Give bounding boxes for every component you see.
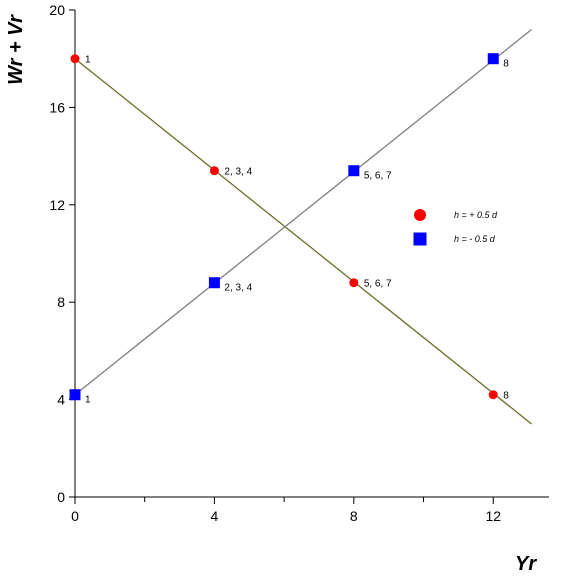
series-1-point-label: 8 bbox=[503, 391, 509, 402]
y-tick-label: 16 bbox=[49, 99, 65, 115]
series-2-point bbox=[208, 277, 220, 289]
x-tick-label: 4 bbox=[211, 508, 219, 524]
legend-label: h = + 0.5 d bbox=[454, 210, 498, 220]
legend: h = + 0.5 d h = - 0.5 d bbox=[413, 209, 498, 246]
series-2-point-label: 1 bbox=[85, 395, 91, 406]
y-axis-title: Wr + Vr bbox=[5, 14, 27, 85]
y-tick-label: 12 bbox=[49, 197, 65, 213]
series-2-point-label: 2, 3, 4 bbox=[224, 283, 252, 294]
series-2-point-label: 8 bbox=[503, 59, 509, 70]
x-tick-label: 12 bbox=[485, 508, 501, 524]
series-2-point bbox=[348, 165, 360, 177]
series-1-point-label: 2, 3, 4 bbox=[224, 167, 252, 178]
series-2-point-label: 5, 6, 7 bbox=[364, 171, 392, 182]
series-1-point bbox=[209, 166, 219, 176]
series-2-fit-line bbox=[74, 28, 532, 396]
series-2-point bbox=[69, 389, 81, 401]
fit-lines bbox=[74, 28, 532, 425]
y-tick-label: 0 bbox=[57, 489, 65, 505]
legend-marker-circle bbox=[414, 209, 426, 221]
x-axis-title: Yr bbox=[515, 553, 537, 575]
series-1-fit-line bbox=[74, 58, 532, 425]
series-1-point bbox=[488, 390, 498, 400]
legend-marker-square bbox=[413, 232, 427, 246]
series-1-point-label: 1 bbox=[85, 55, 91, 66]
y-tick-label: 8 bbox=[57, 294, 65, 310]
series-1-point-label: 5, 6, 7 bbox=[364, 279, 392, 290]
y-tick-label: 4 bbox=[57, 392, 65, 408]
series-1-point bbox=[349, 278, 359, 288]
series-2-point bbox=[487, 53, 499, 65]
axes: 0 4 8 12 16 20 0 4 8 12 bbox=[49, 2, 549, 524]
x-tick-label: 8 bbox=[350, 508, 358, 524]
point-labels: 1 2, 3, 4 5, 6, 7 8 1 2, 3, 4 5, 6, 7 8 bbox=[85, 55, 509, 406]
y-tick-label: 20 bbox=[49, 2, 65, 18]
series-1-point bbox=[70, 54, 80, 64]
data-points bbox=[69, 53, 499, 401]
x-tick-label: 0 bbox=[71, 508, 79, 524]
legend-label: h = - 0.5 d bbox=[454, 234, 496, 244]
